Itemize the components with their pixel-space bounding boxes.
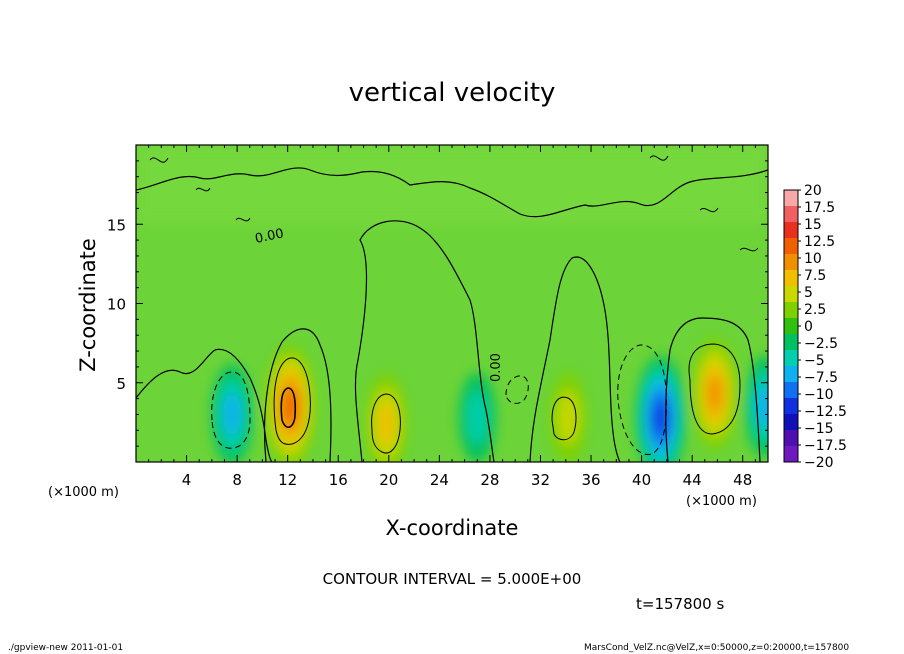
- colorbar-label: 20: [804, 183, 822, 199]
- colorbar-swatch: [784, 270, 798, 287]
- x-tick-label: 12: [278, 471, 297, 489]
- contour-zero-plume-1: [263, 328, 332, 462]
- colorbar-swatch: [784, 238, 798, 255]
- x-unit-right: (×1000 m): [686, 494, 757, 509]
- contour-negative-2: [617, 344, 667, 456]
- plot-area: 0.00 0.00: [136, 145, 768, 462]
- colorbar-swatch: [784, 382, 798, 399]
- contour-zero-plume-3: [529, 256, 621, 462]
- updraft-blob: [283, 389, 298, 424]
- x-tick-label: 28: [480, 471, 499, 489]
- contour-label-1: 0.00: [254, 226, 285, 247]
- x-axis-ticks: 4 8 12 16 20 24 28 32 36 40 44 48: [148, 145, 756, 489]
- y-axis-label: Z-coordinate: [76, 238, 100, 372]
- y-axis-ticks: 5 10 15: [107, 160, 768, 447]
- downdraft-blob: [756, 384, 768, 429]
- contour-noise-top: [149, 155, 759, 252]
- colorbar-label: 0: [804, 319, 813, 335]
- colorbar-label: −10: [804, 387, 834, 403]
- downdraft-blob: [466, 390, 489, 445]
- contour-zero-plume-4: [665, 317, 761, 462]
- colorbar-swatch: [784, 350, 798, 367]
- contour-positive-2: [371, 393, 401, 454]
- footer-right: MarsCond_VelZ.nc@VelZ,x=0:50000,z=0:2000…: [584, 643, 849, 653]
- colorbar-label: −15: [804, 421, 834, 437]
- colorbar-swatch: [784, 302, 798, 319]
- contour-positive-4: [688, 343, 741, 435]
- y-tick-label: 5: [116, 375, 126, 393]
- x-tick-label: 8: [232, 471, 242, 489]
- colorbar-label: 12.5: [804, 234, 835, 250]
- colorbar-swatch: [784, 286, 798, 303]
- colorbar-swatch: [784, 190, 798, 207]
- colorbar-label: −5: [804, 353, 825, 369]
- colorbar-swatch: [784, 446, 798, 463]
- x-tick-label: 44: [683, 471, 702, 489]
- colorbar: 2017.51512.5107.552.50−2.5−5−7.5−10−12.5…: [783, 183, 847, 471]
- y-tick-label: 15: [107, 216, 126, 234]
- contour-labels: 0.00 0.00: [254, 226, 504, 382]
- colorbar-swatch: [784, 430, 798, 447]
- contour-positive-core: [280, 387, 297, 428]
- x-tick-label: 20: [379, 471, 398, 489]
- colorbar-swatch: [784, 414, 798, 431]
- field-upper: [136, 145, 768, 225]
- x-tick-label: 32: [531, 471, 550, 489]
- contour-lines: [136, 155, 768, 462]
- contour-interval-text: CONTOUR INTERVAL = 5.000E+00: [323, 570, 582, 588]
- colorbar-label: −20: [804, 455, 834, 471]
- colorbar-label: 5: [804, 285, 813, 301]
- x-tick-label: 36: [581, 471, 600, 489]
- colorbar-swatch: [784, 254, 798, 271]
- y-tick-label: 10: [107, 296, 126, 314]
- time-text: t=157800 s: [636, 595, 724, 613]
- colorbar-label: 7.5: [804, 268, 826, 284]
- colorbar-label: 17.5: [804, 200, 835, 216]
- downdraft-blob: [223, 392, 241, 437]
- x-tick-label: 24: [430, 471, 449, 489]
- colorbar-swatch: [784, 222, 798, 239]
- colorbar-swatch: [784, 318, 798, 335]
- colorbar-label: 15: [804, 217, 822, 233]
- colorbar-swatch: [784, 206, 798, 223]
- colorbar-label: −17.5: [804, 438, 847, 454]
- colorbar-label: −7.5: [804, 370, 838, 386]
- contour-positive-1: [273, 357, 311, 445]
- colorbar-label: 2.5: [804, 302, 826, 318]
- velocity-field: [136, 145, 768, 462]
- contour-negative-3: [505, 375, 529, 404]
- updraft-blob: [707, 375, 723, 413]
- contour-zero-plume-2: [354, 220, 495, 462]
- updraft-blob: [377, 402, 396, 446]
- x-axis-label: X-coordinate: [386, 516, 519, 540]
- downdraft-blob: [653, 400, 668, 435]
- colorbar-swatch: [784, 398, 798, 415]
- contour-zero-upper: [136, 167, 768, 218]
- contour-label-2: 0.00: [489, 353, 504, 382]
- footer-left: ./gpview-new 2011-01-01: [8, 643, 123, 653]
- contour-positive-3: [551, 396, 577, 441]
- colorbar-label: −2.5: [804, 336, 838, 352]
- x-tick-label: 48: [733, 471, 752, 489]
- colorbar-label: 10: [804, 251, 822, 267]
- x-tick-label: 40: [632, 471, 651, 489]
- contour-zero-lower: [136, 348, 273, 462]
- contour-negative-1: [211, 371, 251, 449]
- x-tick-label: 16: [329, 471, 348, 489]
- colorbar-swatch: [784, 334, 798, 351]
- colorbar-swatch: [784, 366, 798, 383]
- colorbar-label: −12.5: [804, 404, 847, 420]
- x-tick-label: 4: [182, 471, 192, 489]
- chart-title: vertical velocity: [349, 78, 556, 108]
- x-unit-left: (×1000 m): [48, 485, 119, 500]
